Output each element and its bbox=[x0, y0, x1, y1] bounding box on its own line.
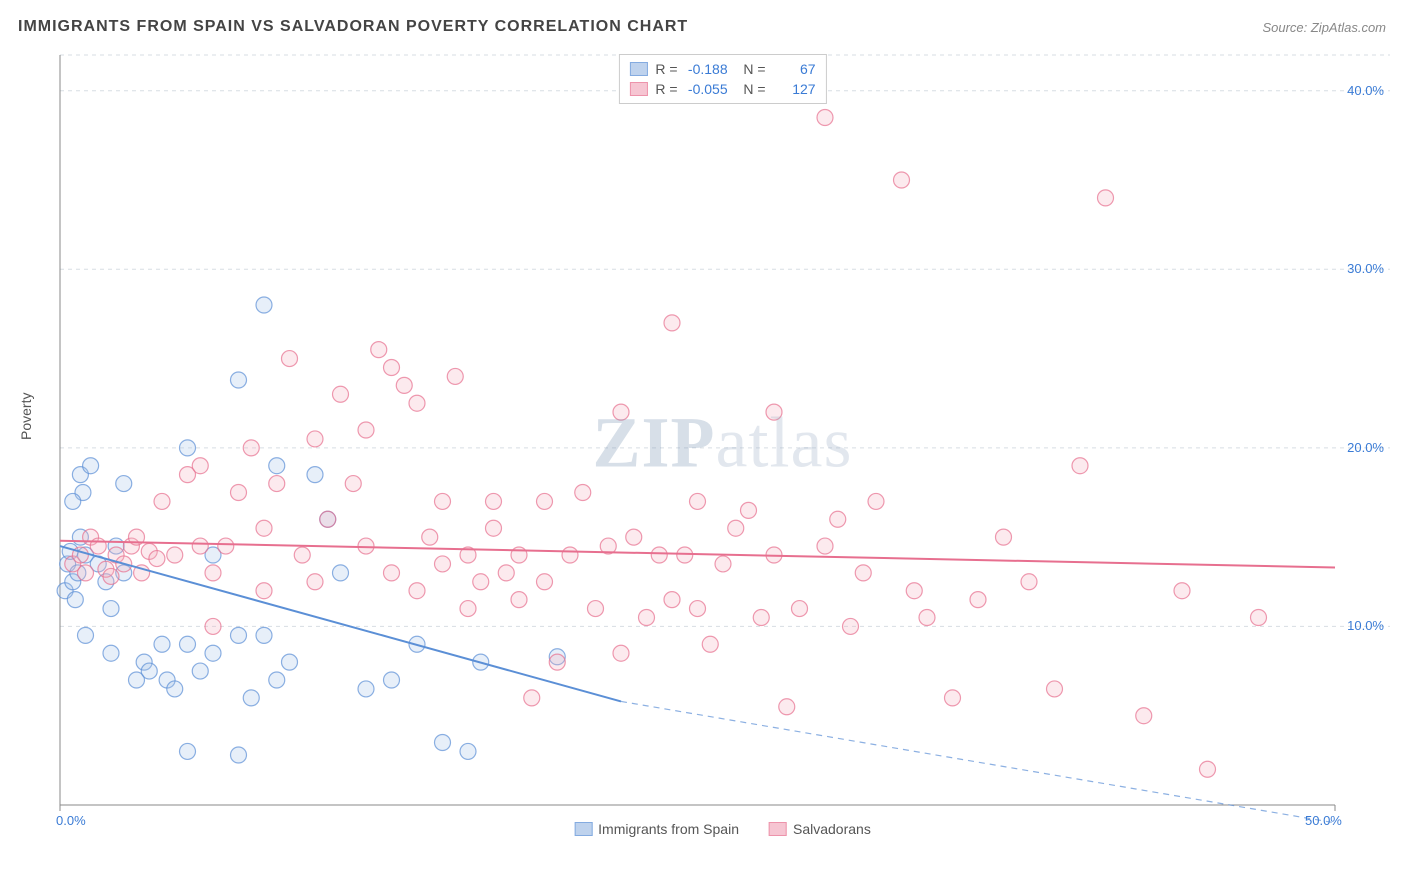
swatch-spain-icon bbox=[574, 822, 592, 836]
series-legend: Immigrants from Spain Salvadorans bbox=[574, 821, 871, 837]
legend-item-salvadoran: Salvadorans bbox=[769, 821, 871, 837]
swatch-salvadoran bbox=[629, 82, 647, 96]
legend-label: Immigrants from Spain bbox=[598, 821, 739, 837]
chart-title: IMMIGRANTS FROM SPAIN VS SALVADORAN POVE… bbox=[18, 18, 688, 36]
y-tick-label: 40.0% bbox=[1347, 83, 1384, 98]
y-tick-label: 20.0% bbox=[1347, 440, 1384, 455]
y-tick-label: 10.0% bbox=[1347, 618, 1384, 633]
legend-item-spain: Immigrants from Spain bbox=[574, 821, 739, 837]
scatter-plot bbox=[55, 50, 1390, 835]
y-tick-label: 30.0% bbox=[1347, 261, 1384, 276]
x-tick-label: 50.0% bbox=[1305, 813, 1342, 828]
legend-label: Salvadorans bbox=[793, 821, 871, 837]
chart-area: ZIPatlas R =-0.188 N =67 R =-0.055 N =12… bbox=[55, 50, 1390, 835]
swatch-spain bbox=[629, 62, 647, 76]
source-attribution: Source: ZipAtlas.com bbox=[1262, 20, 1386, 35]
correlation-legend: R =-0.188 N =67 R =-0.055 N =127 bbox=[618, 54, 826, 104]
y-axis-label: Poverty bbox=[18, 393, 34, 440]
legend-row-spain: R =-0.188 N =67 bbox=[629, 59, 815, 79]
x-tick-label: 0.0% bbox=[56, 813, 86, 828]
swatch-salvadoran-icon bbox=[769, 822, 787, 836]
legend-row-salvadoran: R =-0.055 N =127 bbox=[629, 79, 815, 99]
